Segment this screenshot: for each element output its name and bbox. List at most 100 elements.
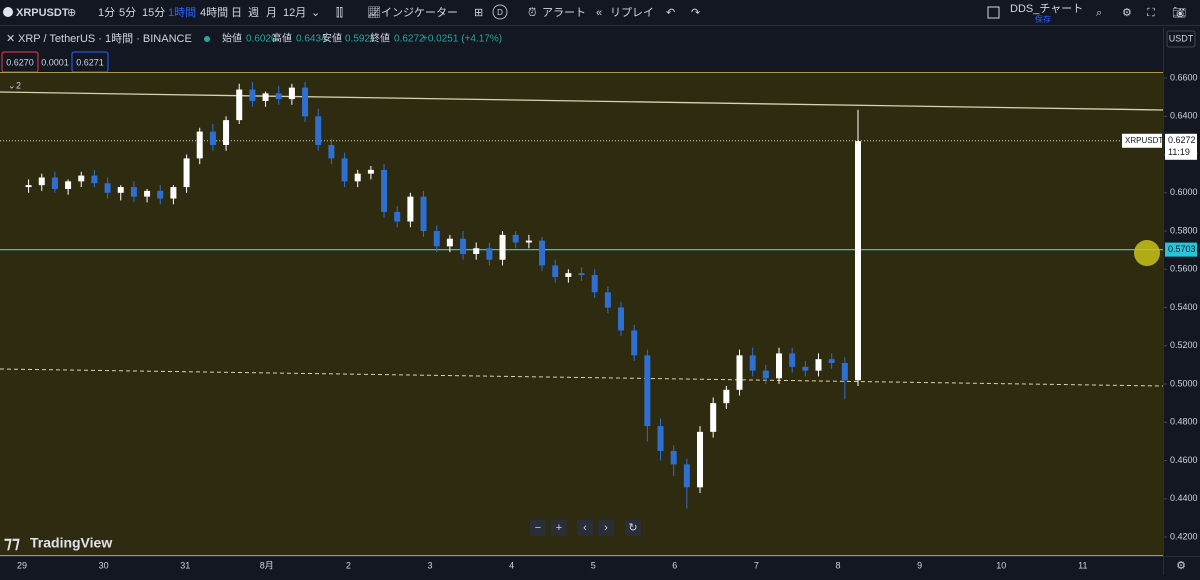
layout-name[interactable]: DDS_チャート <box>1010 2 1083 15</box>
y-tick-label: 0.6600 <box>1170 72 1198 82</box>
y-tick-label: 0.4400 <box>1170 493 1198 503</box>
candle-body <box>841 363 848 381</box>
candle-body <box>631 330 638 356</box>
candle-body <box>446 238 453 247</box>
layout-checkbox[interactable] <box>987 6 1000 19</box>
candle-body <box>223 120 230 145</box>
templates[interactable]: ⊞ <box>474 7 483 19</box>
last-price-label: 0.6272 <box>1168 135 1196 145</box>
scroll-right[interactable] <box>598 520 614 536</box>
close: 0.6272 <box>394 34 425 45</box>
candle-body <box>512 234 519 243</box>
x-tick-label: 9 <box>917 560 922 570</box>
candle-body <box>420 196 427 232</box>
candle-body <box>657 426 664 451</box>
y-tick-label: 0.5600 <box>1170 264 1198 274</box>
open: 0.6020 <box>246 34 277 45</box>
alert[interactable]: アラート <box>542 7 586 19</box>
last-price-box <box>1165 133 1197 160</box>
candle-body <box>433 231 440 247</box>
candle-body <box>288 87 295 100</box>
x-tick-label: 8 <box>835 560 840 570</box>
candle-body <box>104 183 111 193</box>
candle-body <box>710 403 717 432</box>
y-tick-label: 0.6000 <box>1170 187 1198 197</box>
redo[interactable]: ↷ <box>691 7 700 19</box>
logo-mark: ⁊⁊ <box>4 535 20 552</box>
chart-type[interactable]: ⫿⫿ <box>336 7 343 19</box>
change: +0.0251 (+4.17%) <box>422 34 502 45</box>
search[interactable]: ⌕ <box>1096 7 1102 19</box>
scroll-left[interactable] <box>577 520 593 536</box>
y-tick-label: 0.5200 <box>1170 340 1198 350</box>
currency[interactable]: USDT <box>1169 33 1194 43</box>
candle-body <box>539 240 546 266</box>
add-symbol[interactable]: ⊕ <box>67 7 76 19</box>
fullscreen[interactable]: ⛶ <box>1147 7 1155 19</box>
indicator-count: 2 <box>16 80 21 90</box>
pair: XRP / TetherUS · 1時間 · BINANCE <box>18 32 192 45</box>
candle-body <box>196 131 203 159</box>
x-tick-label: 8月 <box>260 560 274 570</box>
collapse-icon[interactable]: ⌄ <box>8 80 16 90</box>
scroll-left-icon: ‹ <box>583 522 587 534</box>
d-button[interactable] <box>492 4 508 20</box>
x-tick-label: 6 <box>672 560 677 570</box>
reset[interactable] <box>625 520 641 536</box>
interval[interactable]: 15分 <box>142 6 165 19</box>
candle-body <box>762 370 769 379</box>
y-tick-label: 0.6400 <box>1170 111 1198 121</box>
zoom-in[interactable] <box>551 520 567 536</box>
candle-body <box>183 158 190 188</box>
horizontal-line-label: 0.5703 <box>1168 244 1196 254</box>
zoom-out[interactable] <box>530 520 546 536</box>
candle-body <box>381 169 388 212</box>
candle-body <box>407 196 414 222</box>
indicator-icon[interactable]: 📈︎ <box>367 6 381 19</box>
x-tick-label: 10 <box>996 560 1006 570</box>
alert-icon[interactable]: ⏰︎ <box>528 7 537 19</box>
low-label: 安値 <box>322 32 342 45</box>
candle-body <box>473 248 480 254</box>
interval[interactable]: 5分 <box>119 6 136 19</box>
undo[interactable]: ↶ <box>666 7 675 19</box>
interval-menu[interactable]: ⌄ <box>311 7 320 19</box>
trend-line <box>0 91 1164 111</box>
candle-body <box>341 158 348 182</box>
price-tag-box <box>1122 133 1162 148</box>
settings[interactable]: ⚙ <box>1122 7 1132 19</box>
spread: 0.0001 <box>41 57 69 67</box>
currency-box[interactable] <box>1166 30 1196 48</box>
low: 0.5921 <box>345 34 376 45</box>
axis-settings[interactable]: ⚙ <box>1176 560 1186 572</box>
candle-body <box>552 265 559 277</box>
snapshot[interactable]: 📷︎ <box>1172 7 1186 19</box>
indicators[interactable]: インジケーター <box>381 6 458 19</box>
y-tick-label: 0.4800 <box>1170 417 1198 427</box>
logo[interactable]: TradingView <box>30 535 112 551</box>
candle-body <box>670 450 677 465</box>
interval[interactable]: 12月 <box>283 7 306 19</box>
candle-body <box>525 240 532 243</box>
replay-icon[interactable]: « <box>596 7 602 19</box>
interval[interactable]: 週 <box>248 6 259 19</box>
interval[interactable]: 1分 <box>98 6 115 19</box>
x-tick-label: 4 <box>509 560 514 570</box>
interval[interactable]: 1時間 <box>168 6 196 19</box>
candle-body <box>776 353 783 379</box>
candle-body <box>618 307 625 331</box>
candle-body <box>315 116 322 145</box>
candle-body <box>604 292 611 308</box>
candle-body <box>51 177 58 189</box>
bid: 0.6270 <box>6 57 34 67</box>
interval[interactable]: 4時間 <box>200 6 228 19</box>
candle-body <box>697 431 704 488</box>
replay[interactable]: リプレイ <box>610 6 654 19</box>
save-state: 保存 <box>1035 14 1051 24</box>
zoom-in-icon: + <box>556 522 562 534</box>
interval[interactable]: 月 <box>266 7 277 19</box>
symbol[interactable]: XRPUSDT <box>16 7 69 19</box>
x-tick-label: 3 <box>427 560 432 570</box>
interval[interactable]: 日 <box>231 7 242 19</box>
